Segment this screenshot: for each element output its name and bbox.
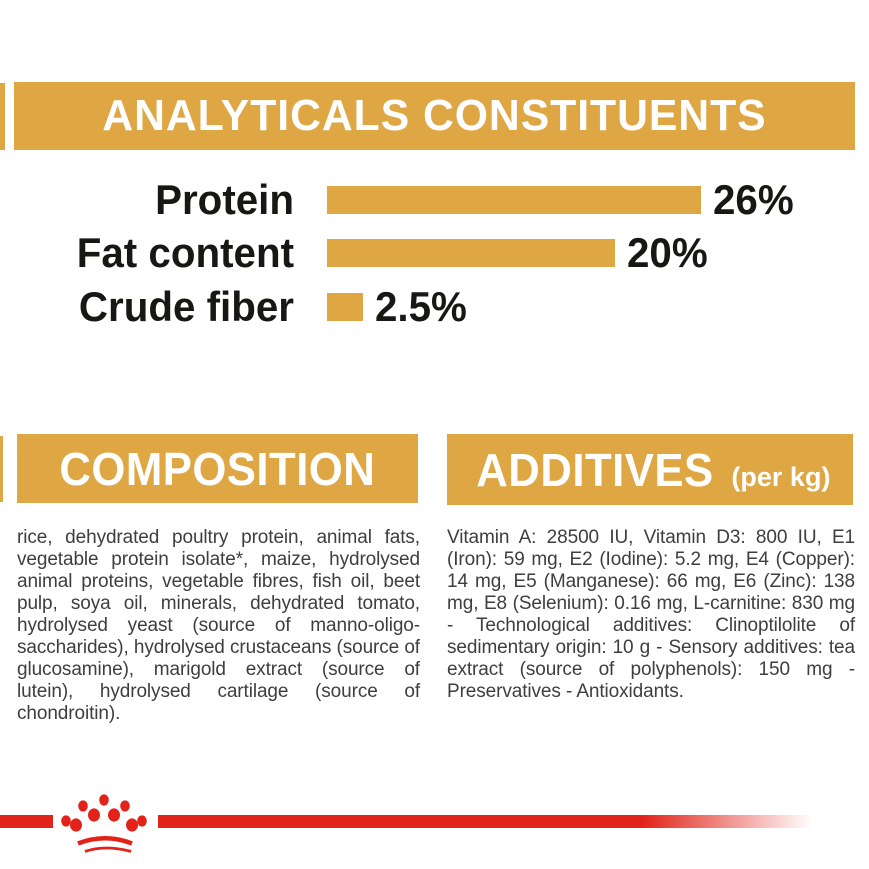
composition-text: rice, dehydrated poultry protein, animal… [17, 527, 420, 724]
footer-red-line-left [0, 815, 53, 828]
crude-fiber-value: 2.5% [375, 283, 467, 330]
crude-fiber-bar [327, 293, 363, 321]
analyticals-banner: ANALYTICALS CONSTITUENTS [14, 82, 855, 150]
bar-row-fat-content: 20% [327, 229, 711, 276]
royal-canin-crown-logo-icon [61, 794, 147, 853]
bar-label-crude-fiber: Crude fiber [78, 283, 294, 330]
left-edge-banner-bleed [0, 436, 3, 502]
additives-banner: ADDITIVES (per kg) [447, 434, 853, 505]
additives-text: Vitamin A: 28500 IU, Vitamin D3: 800 IU,… [447, 527, 855, 702]
left-edge-banner-bleed [0, 83, 5, 150]
fat-content-value: 20% [627, 229, 708, 276]
footer-red-line-right [158, 815, 812, 828]
composition-title: COMPOSITION [59, 442, 376, 495]
protein-bar [327, 186, 701, 214]
bar-label-protein: Protein [155, 176, 294, 223]
fat-content-bar [327, 239, 615, 267]
composition-banner: COMPOSITION [17, 434, 418, 503]
additives-unit: (per kg) [731, 461, 831, 492]
bar-row-protein: 26% [327, 176, 797, 223]
protein-value: 26% [713, 176, 794, 223]
bar-row-crude-fiber: 2.5% [327, 283, 471, 330]
bar-label-fat-content: Fat content [76, 229, 294, 276]
analyticals-title: ANALYTICALS CONSTITUENTS [102, 91, 767, 140]
additives-title: ADDITIVES [475, 443, 714, 496]
